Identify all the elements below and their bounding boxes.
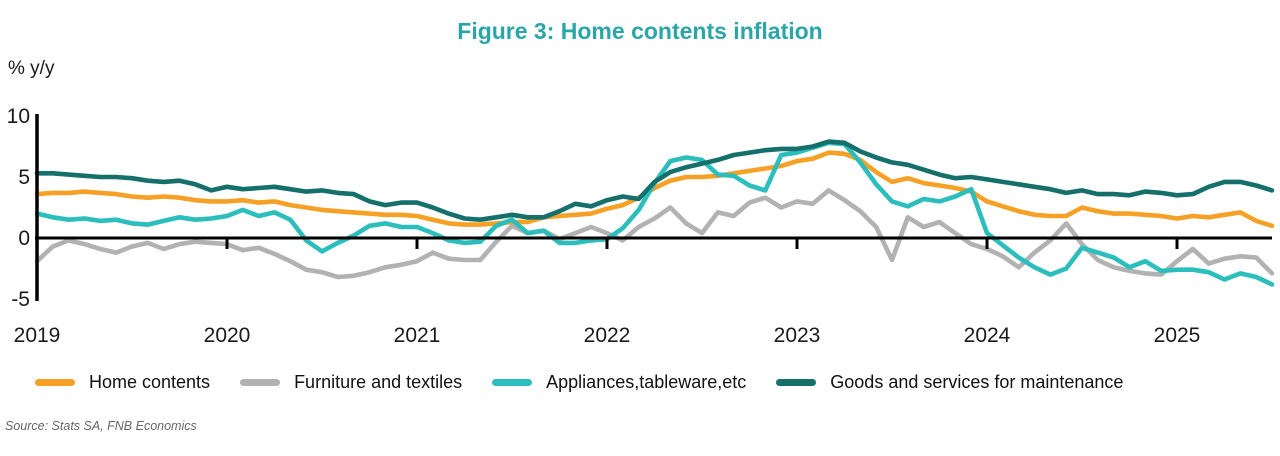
series-line-goods-and-services-for-maintenance — [34, 139, 1275, 222]
y-axis-labels: 10 5 0 -5 — [7, 105, 30, 311]
legend-item-furniture-and-textiles: Furniture and textiles — [240, 372, 462, 393]
legend-item-home-contents: Home contents — [35, 372, 210, 393]
y-tick-label-10: 10 — [7, 105, 30, 128]
legend-item-goods-and-services-for-maintenance: Goods and services for maintenance — [776, 372, 1123, 393]
x-tick-label-2020: 2020 — [204, 324, 251, 347]
legend-swatch-goods-and-services-for-maintenance — [776, 379, 817, 386]
legend-swatch-furniture-and-textiles — [240, 379, 281, 386]
legend-label-furniture-and-textiles: Furniture and textiles — [294, 372, 463, 392]
series-line-furniture-and-textiles — [34, 188, 1275, 280]
series-line-home-contents — [34, 150, 1275, 229]
series-lines — [34, 139, 1275, 287]
chart-legend: Home contents Furniture and textiles Appli… — [35, 372, 1250, 393]
x-tick-label-2022: 2022 — [584, 324, 631, 347]
legend-swatch-home-contents — [35, 379, 75, 386]
legend-label-home-contents: Home contents — [89, 372, 211, 392]
y-tick-label-5: 5 — [18, 166, 30, 189]
series-line-appliances-tableware-etc — [34, 140, 1275, 287]
x-tick-label-2025: 2025 — [1154, 324, 1201, 347]
chart-title: Figure 3: Home contents inflation — [457, 18, 823, 44]
x-tick-label-2024: 2024 — [964, 324, 1011, 347]
x-axis-ticks — [225, 238, 1179, 249]
source-note: Source: Stats SA, FNB Economics — [5, 419, 197, 433]
legend-label-appliances-tableware-etc: Appliances,tableware,etc — [546, 372, 747, 392]
y-tick-label-0: 0 — [18, 227, 30, 250]
legend-swatch-appliances-tableware-etc — [492, 379, 533, 386]
x-tick-label-2019: 2019 — [14, 324, 61, 347]
y-axis-unit-label: % y/y — [8, 58, 55, 79]
x-axis-labels: 2019 2020 2021 2022 2023 2024 2025 — [14, 324, 1201, 347]
y-tick-label--5: -5 — [11, 288, 30, 311]
x-tick-label-2023: 2023 — [774, 324, 821, 347]
x-tick-label-2021: 2021 — [394, 324, 441, 347]
legend-label-goods-and-services-for-maintenance: Goods and services for maintenance — [830, 372, 1124, 392]
legend-item-appliances-tableware-etc: Appliances,tableware,etc — [492, 372, 746, 393]
